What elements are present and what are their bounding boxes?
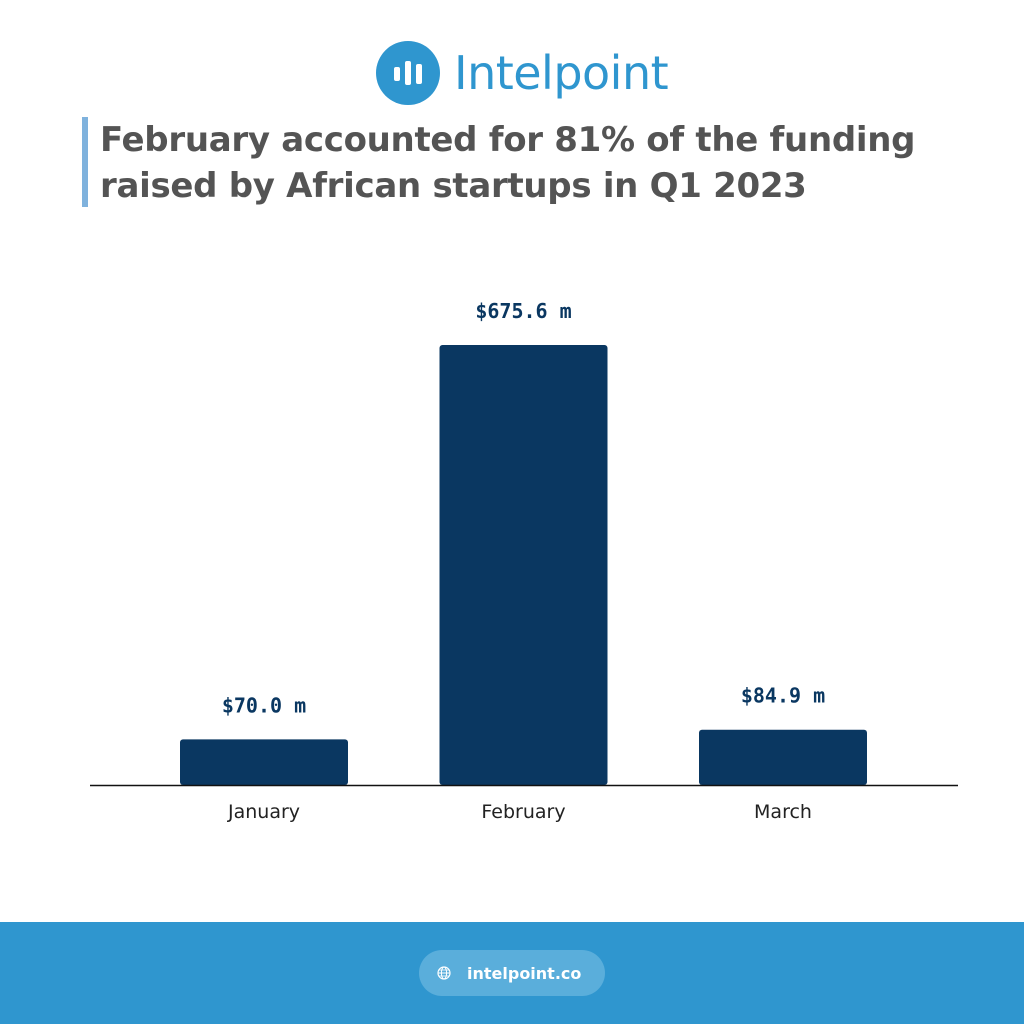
logo-bars-icon [376, 41, 440, 105]
chart-title: February accounted for 81% of the fundin… [100, 120, 916, 206]
footer-bar: intelpoint.co [0, 922, 1024, 1024]
x-tick-label-march: March [754, 801, 812, 823]
x-tick-label-january: January [227, 801, 300, 823]
globe-icon [437, 966, 451, 980]
brand-name: Intelpoint [454, 46, 669, 100]
x-tick-label-february: February [481, 801, 565, 823]
data-label-february: $675.6 m [475, 299, 571, 323]
title-block: February accounted for 81% of the fundin… [82, 117, 962, 207]
website-link[interactable]: intelpoint.co [419, 950, 605, 996]
data-label-march: $84.9 m [741, 684, 825, 708]
website-text: intelpoint.co [467, 963, 582, 983]
brand-logo: Intelpoint [376, 40, 669, 106]
data-label-january: $70.0 m [222, 693, 306, 717]
bar-january [180, 739, 348, 785]
bar-february [439, 345, 608, 785]
bar-march [699, 729, 867, 785]
